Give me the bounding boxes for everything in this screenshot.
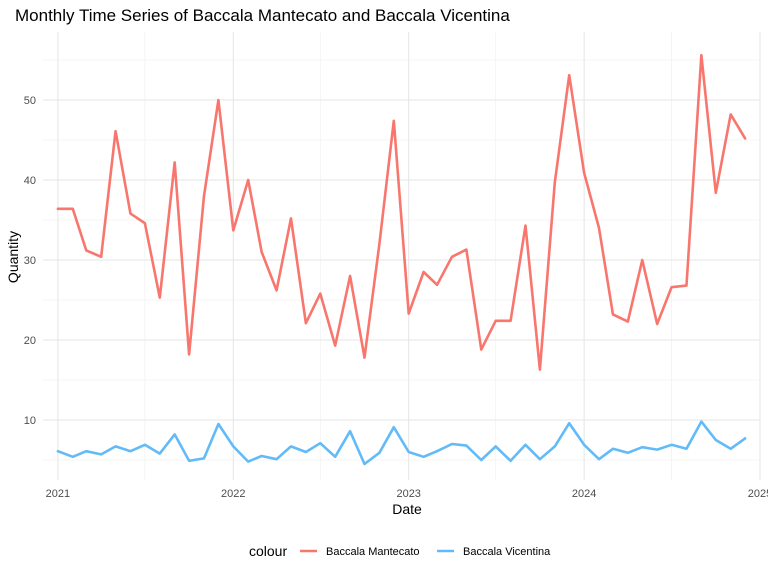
- y-tick-label: 40: [24, 175, 36, 187]
- x-tick-label: 2025: [748, 488, 768, 500]
- chart-title: Monthly Time Series of Baccala Mantecato…: [15, 6, 510, 25]
- grid-minor: [43, 32, 760, 480]
- x-tick-label: 2023: [396, 488, 420, 500]
- grid-major: [43, 32, 761, 480]
- y-tick-label: 10: [24, 415, 36, 427]
- x-tick-label: 2022: [221, 488, 245, 500]
- y-tick-label: 20: [24, 335, 36, 347]
- series-lines: [56, 53, 747, 466]
- y-tick-label: 50: [24, 95, 36, 107]
- x-tick-label: 2021: [46, 488, 70, 500]
- legend-label-baccala-mantecato: Baccala Mantecato: [326, 546, 420, 558]
- series-line-baccala-mantecato: [56, 53, 747, 371]
- legend-title: colour: [249, 543, 287, 559]
- series-line-baccala-vicentina: [56, 420, 747, 466]
- legend: colour Baccala Mantecato Baccala Vicentin…: [249, 543, 551, 559]
- x-axis-title: Date: [392, 501, 422, 517]
- y-axis-title: Quantity: [5, 231, 21, 283]
- y-axis-ticks: 10 20 30 40 50: [24, 95, 36, 427]
- y-tick-label: 30: [24, 255, 36, 267]
- x-tick-label: 2024: [572, 488, 596, 500]
- x-axis-ticks: 2021 2022 2023 2024 2025: [46, 488, 768, 500]
- legend-label-baccala-vicentina: Baccala Vicentina: [463, 546, 551, 558]
